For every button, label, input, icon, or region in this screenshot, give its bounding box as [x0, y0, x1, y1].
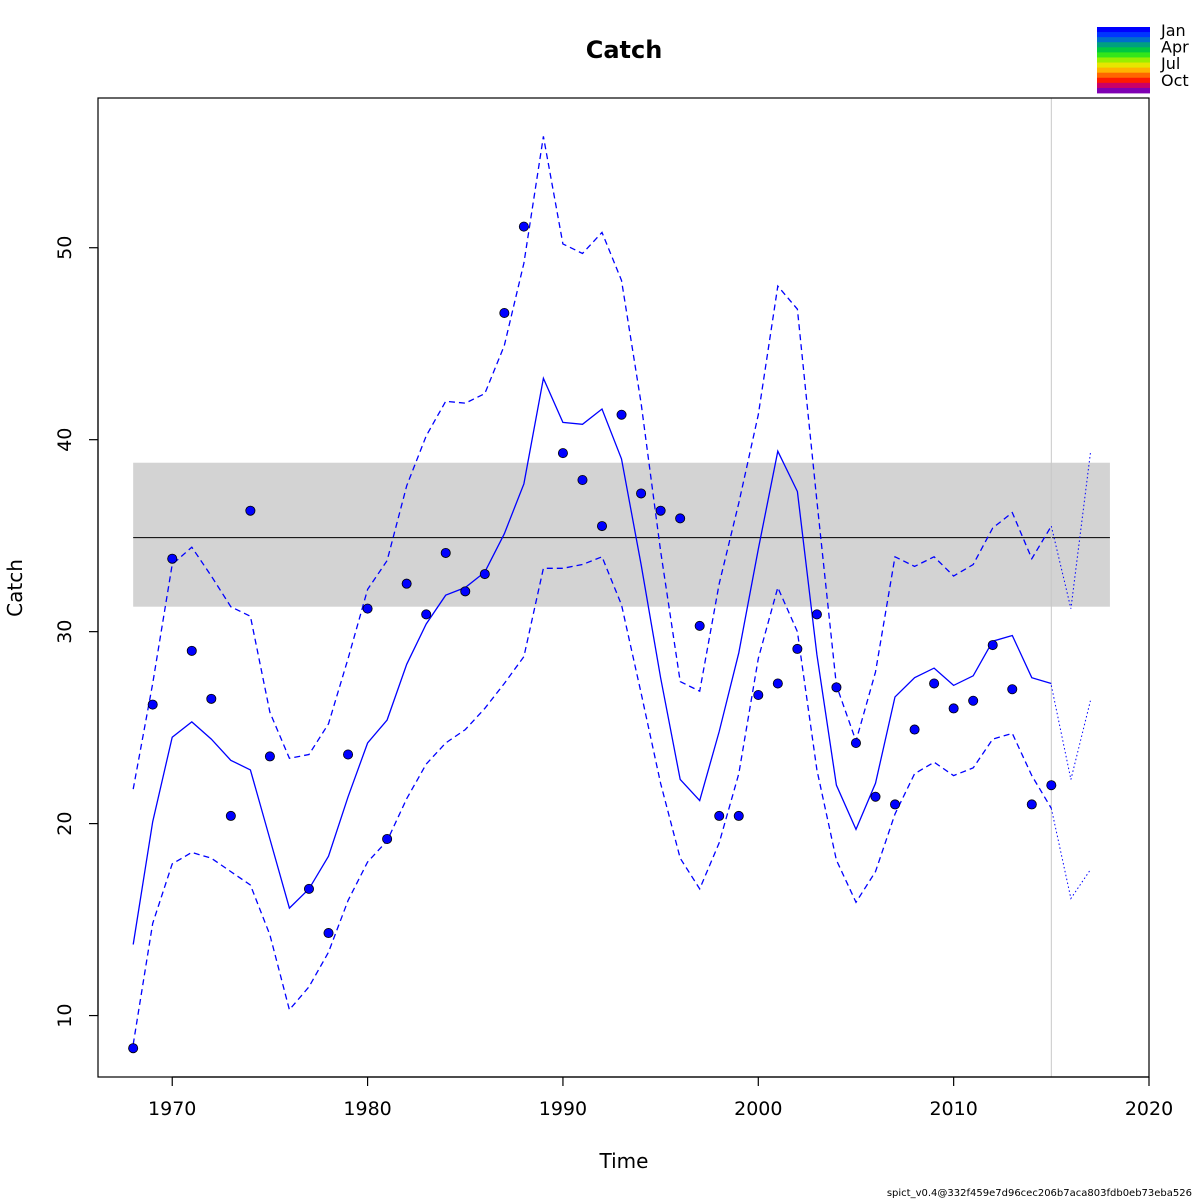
- observed-point: [616, 409, 627, 420]
- series-line-1-solid: [132, 376, 1052, 945]
- observed-point: [636, 488, 647, 499]
- observed-point: [401, 578, 412, 589]
- chart-title: Catch: [586, 36, 663, 64]
- observed-point: [772, 678, 783, 689]
- legend-swatch: [1097, 77, 1150, 84]
- observed-point: [343, 749, 354, 760]
- legend-label-apr: Apr: [1161, 38, 1189, 57]
- legend-swatch: [1097, 27, 1150, 33]
- series-line-2-dashed: [132, 136, 1052, 790]
- legend-swatch: [1097, 57, 1150, 63]
- legend-swatch: [1097, 52, 1150, 58]
- legend-swatch: [1097, 37, 1150, 43]
- x-tick-label: 2010: [929, 1098, 977, 1120]
- legend-swatch: [1097, 47, 1150, 53]
- observed-point: [147, 699, 158, 710]
- y-tick-label: 30: [54, 620, 76, 644]
- plot-area: [128, 98, 1110, 1077]
- observed-point: [206, 693, 217, 704]
- legend-swatch: [1097, 87, 1150, 94]
- observed-point: [597, 521, 608, 532]
- observed-point: [303, 883, 314, 894]
- observed-point: [499, 307, 510, 318]
- y-axis-label: Catch: [3, 559, 27, 617]
- y-tick-label: 50: [54, 236, 76, 260]
- legend-label-oct: Oct: [1161, 71, 1189, 90]
- observed-point: [909, 724, 920, 735]
- y-tick-label: 10: [54, 1004, 76, 1028]
- reference-band: [133, 462, 1110, 607]
- observed-point: [1007, 684, 1018, 695]
- y-tick-label: 20: [54, 812, 76, 836]
- observed-point: [831, 682, 842, 693]
- observed-point: [167, 553, 178, 564]
- series-line-3-dashed: [132, 555, 1052, 1045]
- x-tick-label: 2020: [1125, 1098, 1173, 1120]
- observed-point: [811, 609, 822, 620]
- observed-point: [948, 703, 959, 714]
- observed-point: [382, 833, 393, 844]
- observed-point: [479, 569, 490, 580]
- x-axis-label: Time: [599, 1149, 649, 1173]
- legend-swatch: [1097, 82, 1150, 89]
- observed-point: [1026, 799, 1037, 810]
- observed-point: [577, 475, 588, 486]
- observed-point: [421, 609, 432, 620]
- observed-point: [694, 620, 705, 631]
- legend-label-jan: Jan: [1160, 21, 1186, 40]
- legend-swatch: [1097, 67, 1150, 74]
- observed-point: [264, 751, 275, 762]
- observed-point: [987, 640, 998, 651]
- x-tick-label: 1970: [148, 1098, 196, 1120]
- observed-point: [733, 810, 744, 821]
- observed-point: [714, 810, 725, 821]
- y-axis: 10 20 30 40 50: [54, 236, 99, 1028]
- observed-point: [968, 695, 979, 706]
- version-stamp: spict_v0.4@332f459e7d96cec206b7aca803fdb…: [887, 1188, 1192, 1199]
- observed-point: [792, 643, 803, 654]
- observed-point: [1046, 780, 1057, 791]
- legend-swatch: [1097, 42, 1150, 48]
- x-tick-label: 1980: [343, 1098, 391, 1120]
- series-line-4-dotted: [1050, 685, 1091, 780]
- observed-point: [929, 678, 940, 689]
- observed-point: [675, 513, 686, 524]
- observed-point: [323, 928, 334, 939]
- observed-point: [557, 448, 568, 459]
- legend-swatch: [1097, 72, 1150, 79]
- observed-point: [245, 505, 256, 516]
- observed-point: [440, 547, 451, 558]
- x-tick-label: 1990: [539, 1098, 587, 1120]
- x-axis: 1970 1980 1990 2000 2010 2020: [148, 1076, 1173, 1120]
- observed-point: [186, 645, 197, 656]
- legend-label-jul: Jul: [1160, 54, 1180, 73]
- observed-point: [460, 586, 471, 597]
- y-tick-label: 40: [54, 428, 76, 452]
- observed-point: [850, 737, 861, 748]
- observed-point: [518, 221, 529, 232]
- legend-swatch: [1097, 62, 1150, 69]
- observed-point: [870, 791, 881, 802]
- observed-point: [753, 689, 764, 700]
- x-tick-label: 2000: [734, 1098, 782, 1120]
- observed-point: [128, 1043, 139, 1054]
- observed-point: [655, 505, 666, 516]
- legend-swatch: [1097, 32, 1150, 38]
- observed-point: [225, 810, 236, 821]
- series-line-5-dotted: [1050, 453, 1091, 609]
- observed-point: [890, 799, 901, 810]
- observed-point: [362, 603, 373, 614]
- series-line-6-dotted: [1050, 808, 1091, 900]
